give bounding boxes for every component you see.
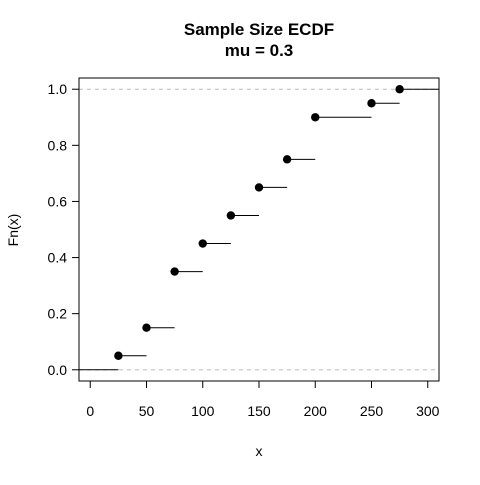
x-tick-label: 50	[139, 403, 155, 419]
y-tick-label: 0.0	[48, 362, 68, 378]
data-point	[311, 113, 320, 122]
y-axis-label: Fn(x)	[5, 214, 21, 247]
data-point	[367, 99, 376, 108]
step-segments	[79, 88, 439, 371]
data-point	[198, 239, 207, 248]
chart-subtitle: mu = 0.3	[225, 41, 294, 60]
chart-title: Sample Size ECDF	[184, 20, 334, 39]
x-tick-label: 300	[416, 403, 440, 419]
data-point	[226, 211, 236, 220]
x-tick-label: 0	[86, 403, 94, 419]
x-axis-label: x	[256, 443, 263, 459]
x-axis: 0 50 100 150 200 250 300	[86, 380, 440, 419]
data-points	[114, 85, 404, 360]
x-tick-label: 150	[247, 403, 271, 419]
x-tick-label: 200	[304, 403, 328, 419]
data-point	[282, 155, 292, 164]
plot-frame	[78, 77, 440, 382]
data-point	[170, 267, 179, 276]
x-tick-label: 100	[191, 403, 215, 419]
data-point	[395, 85, 404, 94]
y-tick-label: 1.0	[48, 81, 68, 97]
y-tick-label: 0.6	[48, 193, 68, 209]
y-tick-label: 0.2	[48, 306, 68, 322]
reference-lines	[79, 88, 439, 371]
x-tick-label: 250	[360, 403, 384, 419]
y-tick-label: 0.8	[48, 137, 68, 153]
data-point	[142, 323, 151, 332]
data-point	[114, 351, 123, 360]
data-point	[254, 183, 264, 192]
y-tick-label: 0.4	[48, 250, 68, 266]
y-axis: 0.0 0.2 0.4 0.6 0.8 1.0	[48, 81, 80, 378]
